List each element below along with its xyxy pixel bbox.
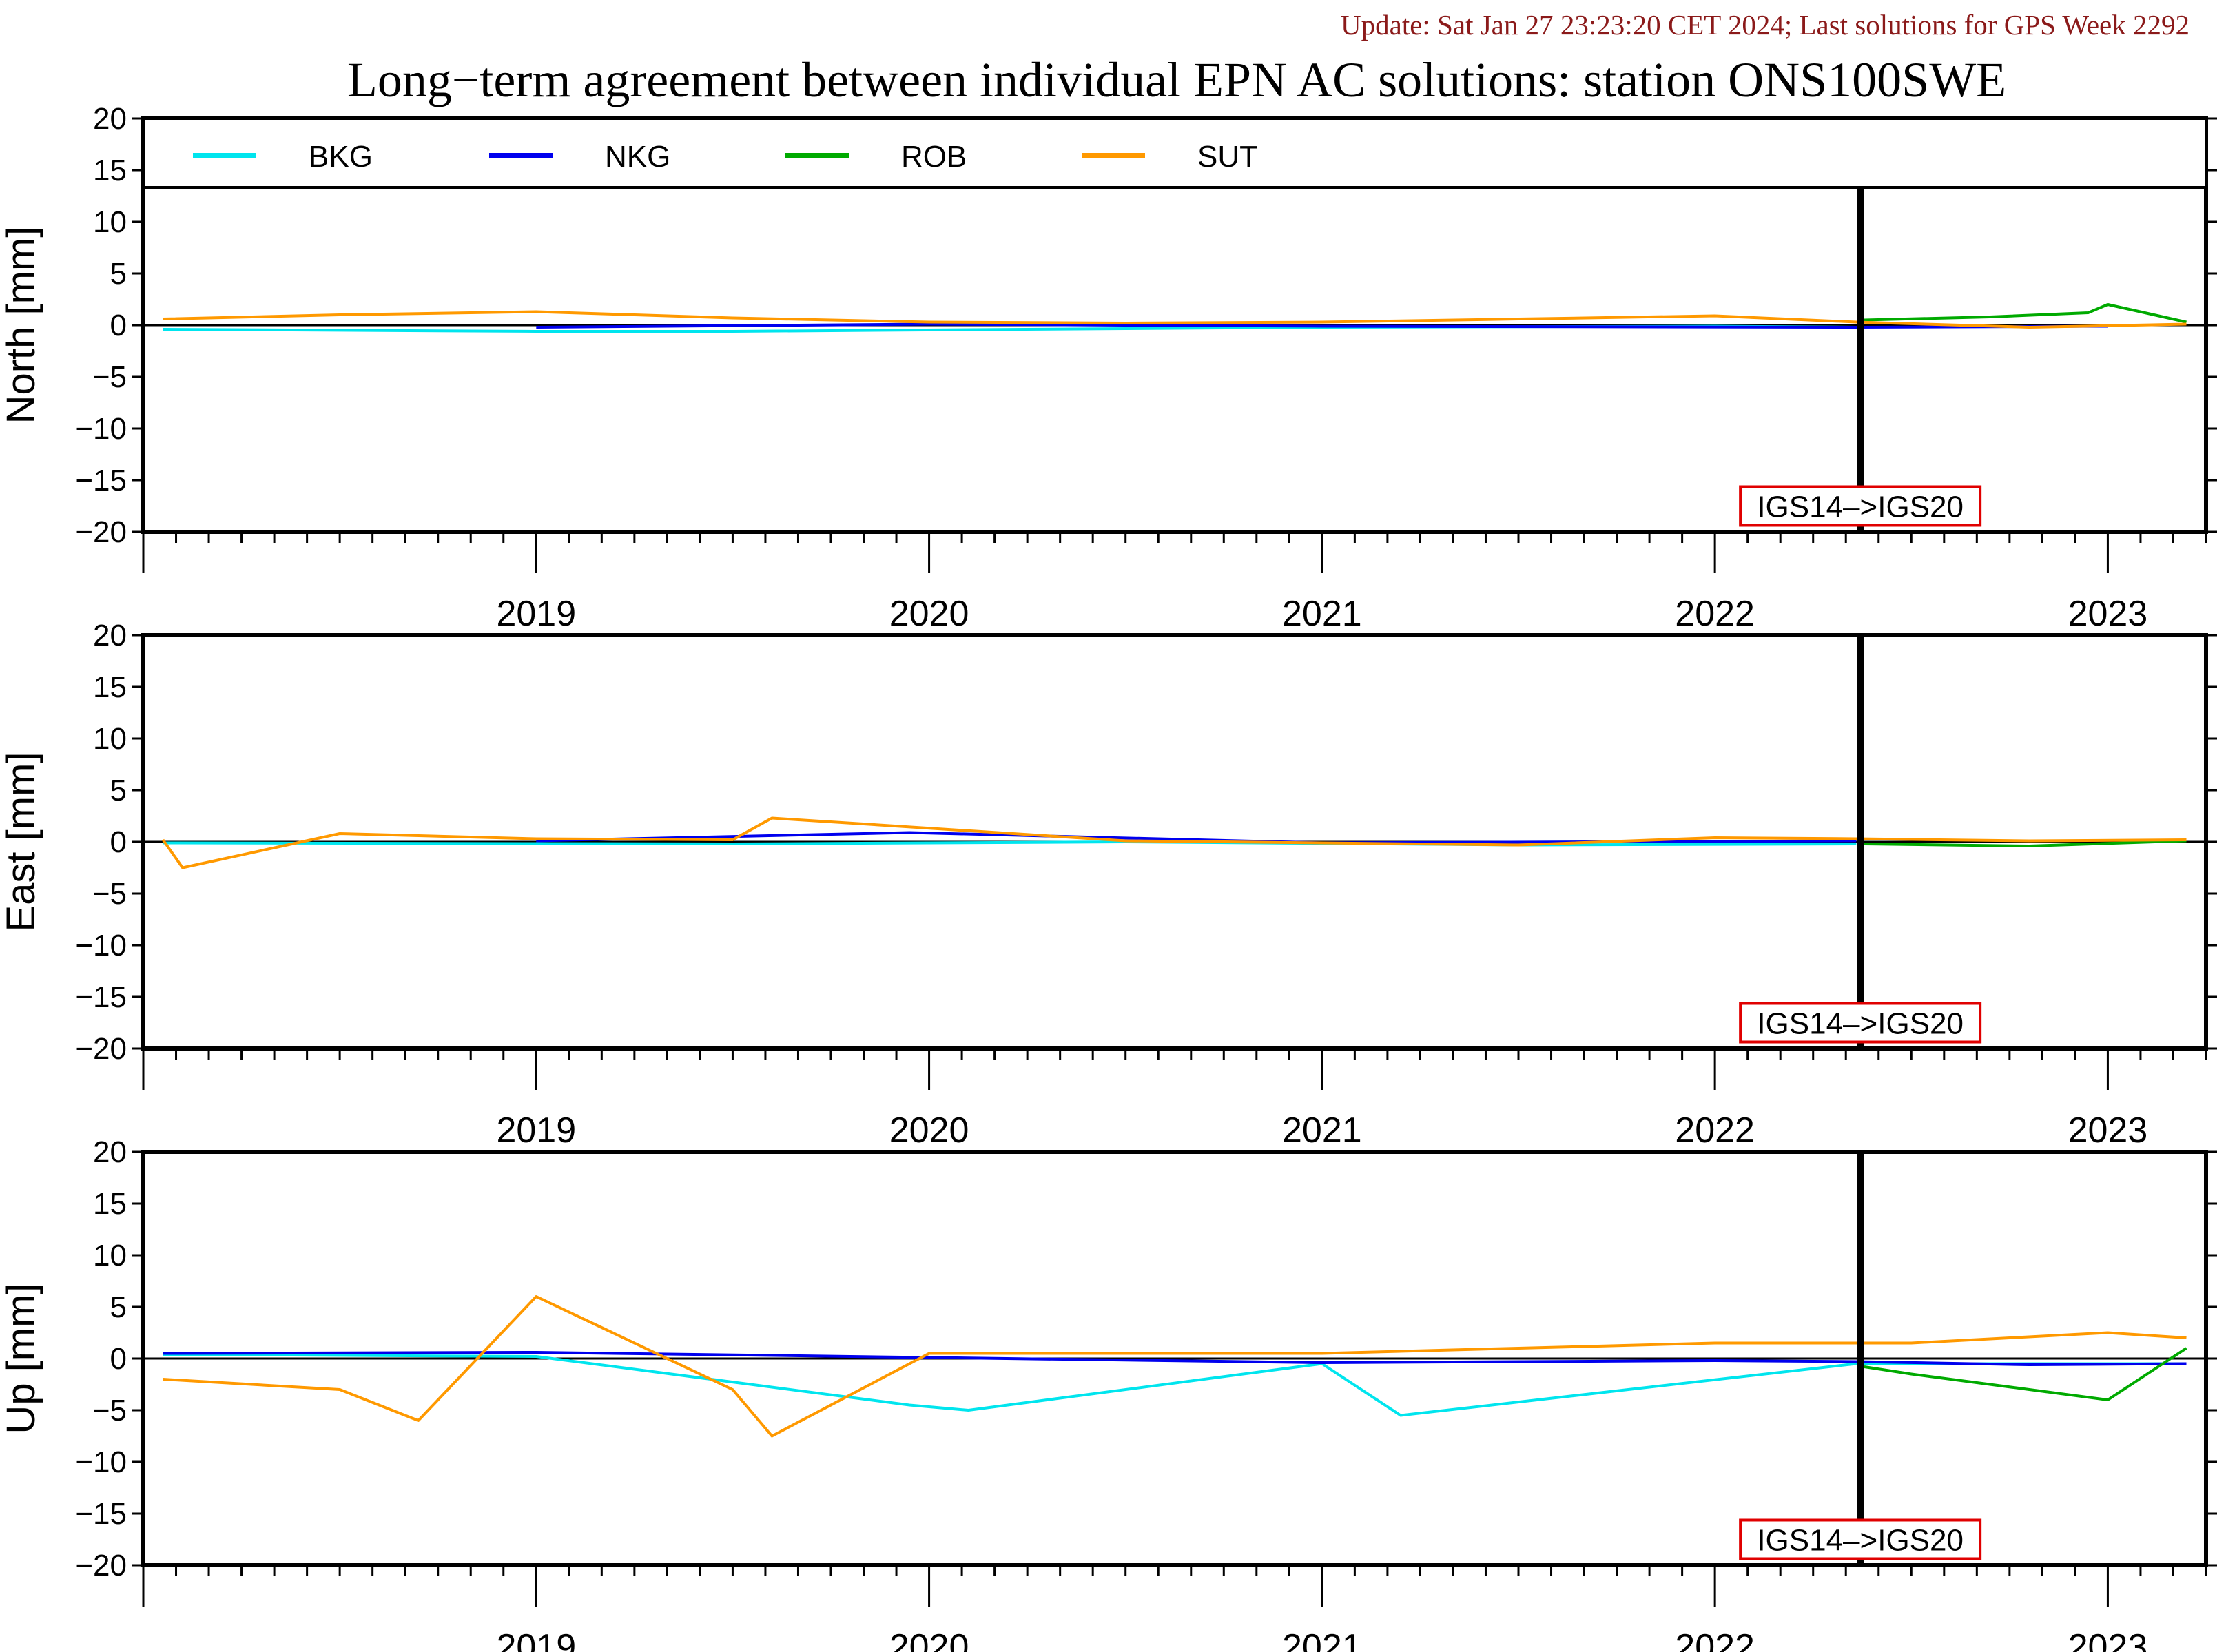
x-tick-label: 2021 — [1282, 1111, 1362, 1150]
y-axis-label: East [mm] — [0, 752, 43, 931]
legend: BKG NKG ROB SUT — [142, 117, 2207, 189]
chart-title: Long−term agreement between individual E… — [347, 52, 2006, 107]
x-tick-label: 2019 — [496, 1627, 576, 1652]
frame-change-box — [1739, 1518, 1982, 1560]
y-tick-label: −10 — [75, 929, 127, 962]
y-tick-label: −5 — [92, 360, 127, 394]
y-tick-label: 5 — [110, 1290, 127, 1324]
series-rob — [1864, 839, 2187, 847]
frame-change-box — [1739, 485, 1982, 527]
y-tick-label: −10 — [75, 412, 127, 446]
y-tick-label: 20 — [93, 1135, 127, 1169]
y-tick-label: 10 — [93, 722, 127, 756]
series-sut — [163, 310, 2187, 329]
legend-label-rob: ROB — [901, 140, 967, 174]
y-tick-label: −15 — [75, 464, 127, 497]
y-tick-label: 10 — [93, 205, 127, 239]
series-bkg — [163, 1353, 2187, 1417]
panel-east: 20 15 10 5 0 −5 −10 −15 −20 2019 2020 2021 2022 2023 I… — [0, 619, 2217, 1150]
x-tick-label: 2022 — [1675, 1627, 1755, 1652]
x-tick-label: 2022 — [1675, 1111, 1755, 1150]
y-tick-label: −20 — [75, 515, 127, 549]
y-tick-label: −5 — [92, 877, 127, 911]
x-tick-label: 2021 — [1282, 594, 1362, 634]
series-rob — [1864, 303, 2187, 324]
legend-box — [142, 117, 2207, 189]
y-tick-label: 5 — [110, 774, 127, 807]
y-tick-label: −20 — [75, 1032, 127, 1066]
y-tick-label: −15 — [75, 1497, 127, 1531]
frame-change-label: IGS14–>IGS20 — [1757, 491, 1964, 524]
y-axis-label: North [mm] — [0, 227, 43, 424]
y-tick-label: 0 — [110, 825, 127, 859]
x-tick-label: 2019 — [496, 1111, 576, 1150]
y-tick-label: 5 — [110, 257, 127, 291]
y-tick-label: 10 — [93, 1239, 127, 1272]
y-axis-label: Up [mm] — [0, 1283, 43, 1434]
y-tick-label: 15 — [93, 154, 127, 187]
y-tick-label: 15 — [93, 670, 127, 704]
frame-change-label: IGS14–>IGS20 — [1757, 1524, 1964, 1558]
frame-change-label: IGS14–>IGS20 — [1757, 1007, 1964, 1041]
x-tick-label: 2023 — [2068, 1111, 2148, 1150]
x-tick-label: 2022 — [1675, 594, 1755, 634]
y-tick-label: 15 — [93, 1187, 127, 1221]
panel-up: 20 15 10 5 0 −5 −10 −15 −20 2019 2020 2021 2022 2023 I… — [0, 1135, 2217, 1652]
panel-north: 20 15 10 5 0 −5 −10 −15 −20 2019 2020 2021 2022 2023 I… — [0, 102, 2217, 634]
y-tick-label: −20 — [75, 1549, 127, 1582]
x-tick-label: 2020 — [889, 594, 969, 634]
y-tick-label: 0 — [110, 1342, 127, 1376]
y-tick-label: 20 — [93, 102, 127, 136]
series-sut — [163, 1295, 2187, 1438]
legend-label-nkg: NKG — [605, 140, 670, 174]
x-tick-label: 2019 — [496, 594, 576, 634]
y-tick-label: 0 — [110, 309, 127, 342]
y-tick-label: −15 — [75, 980, 127, 1014]
x-tick-label: 2020 — [889, 1627, 969, 1652]
series-nkg — [163, 1351, 2187, 1366]
x-tick-label: 2020 — [889, 1111, 969, 1150]
legend-label-bkg: BKG — [309, 140, 373, 174]
frame-change-box — [1739, 1002, 1982, 1044]
y-tick-label: −10 — [75, 1445, 127, 1479]
plot-frame — [141, 633, 2208, 1051]
series-nkg — [536, 322, 2108, 329]
y-tick-label: −5 — [92, 1394, 127, 1427]
series-sut — [161, 816, 2187, 869]
y-tick-label: 20 — [93, 619, 127, 652]
x-tick-label: 2023 — [2068, 594, 2148, 634]
update-text: Update: Sat Jan 27 23:23:20 CET 2024; La… — [1341, 9, 2189, 41]
x-tick-label: 2023 — [2068, 1627, 2148, 1652]
legend-label-sut: SUT — [1197, 140, 1258, 174]
series-rob — [1864, 1347, 2187, 1401]
plot-frame — [141, 1150, 2208, 1567]
x-tick-label: 2021 — [1282, 1627, 1362, 1652]
